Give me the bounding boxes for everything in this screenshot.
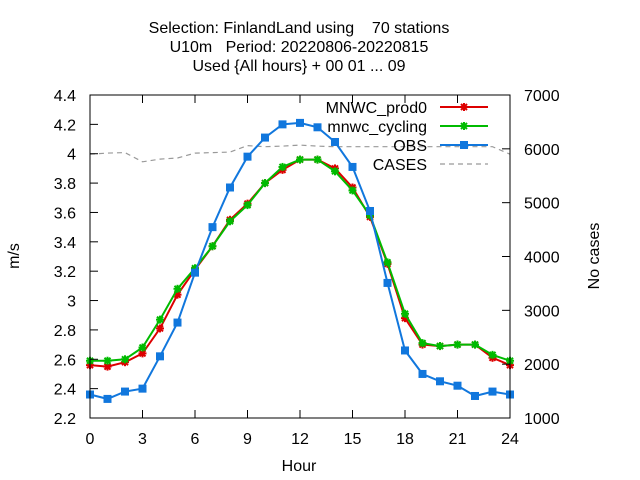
y-tick-label: 3.2 <box>54 264 76 281</box>
data-point-obs <box>453 381 462 390</box>
x-axis-label: Hour <box>282 458 317 475</box>
data-point-obs <box>366 206 374 215</box>
y-tick-label: 4.4 <box>54 88 76 105</box>
series-line-mnwc-cycling <box>90 158 511 362</box>
x-tick-label: 21 <box>449 431 467 448</box>
data-point-obs <box>226 183 234 192</box>
y-tick-label: 4.2 <box>54 117 76 134</box>
plot-area <box>86 118 514 403</box>
data-point-obs <box>156 352 164 361</box>
data-point-obs <box>261 133 269 142</box>
data-point-mnwc-cycling <box>121 355 129 364</box>
y2-tick-label: 4000 <box>524 250 560 267</box>
x-tick-label: 24 <box>501 431 519 448</box>
data-point-mnwc-cycling <box>138 343 147 352</box>
chart-title-line3: Used {All hours} + 00 01 ... 09 <box>192 58 405 75</box>
data-point-obs <box>208 223 217 232</box>
data-point-mnwc-cycling <box>471 340 479 349</box>
data-point-mnwc-cycling <box>261 179 269 188</box>
data-point-obs <box>488 387 497 396</box>
chart-title-line1: Selection: FinlandLand using 70 stations <box>149 20 450 37</box>
data-point-obs <box>331 137 339 146</box>
data-point-obs <box>383 278 392 287</box>
data-point-mnwc-cycling <box>156 315 164 324</box>
data-point-obs <box>418 369 427 378</box>
data-point-obs <box>296 118 304 127</box>
data-point-mnwc-cycling <box>296 155 304 164</box>
legend-label-obs: OBS <box>393 138 427 155</box>
y2-tick-label: 2000 <box>524 357 560 374</box>
y-tick-label: 2.8 <box>54 323 76 340</box>
y2-axis-label: No cases <box>586 223 603 290</box>
data-point-mnwc-cycling <box>173 284 182 293</box>
data-point-mnwc-cycling <box>226 217 234 226</box>
y2-tick-label: 1000 <box>524 411 560 428</box>
data-point-obs <box>121 387 129 396</box>
y2-tick-label: 6000 <box>524 142 560 159</box>
series-line-mnwc-prod0 <box>89 158 511 368</box>
x-tick-label: 6 <box>191 431 200 448</box>
y-tick-label: 2.6 <box>54 352 76 369</box>
x-tick-label: 15 <box>344 431 362 448</box>
data-point-mnwc-cycling <box>383 258 392 267</box>
data-point-obs <box>348 162 357 171</box>
y-tick-label: 3.8 <box>54 176 76 193</box>
data-point-mnwc-cycling <box>348 186 357 195</box>
x-tick-label: 12 <box>291 431 309 448</box>
x-tick-label: 18 <box>396 431 414 448</box>
data-point-mnwc-cycling <box>331 167 339 176</box>
x-tick-label: 0 <box>86 431 95 448</box>
legend-label-mnwc-cycling: mnwc_cycling <box>327 119 427 136</box>
legend-marker-mnwc-cycling <box>460 122 468 130</box>
y-tick-label: 2.4 <box>54 382 76 399</box>
data-point-mnwc-cycling <box>313 155 322 164</box>
data-point-obs <box>401 346 409 355</box>
y-axis-label: m/s <box>6 243 23 269</box>
data-point-mnwc-prod0 <box>156 324 164 333</box>
data-point-obs <box>313 123 322 132</box>
data-point-obs <box>103 394 112 403</box>
data-point-mnwc-cycling <box>418 339 427 348</box>
series-line-obs <box>89 121 511 400</box>
y-tick-label: 4 <box>67 147 76 164</box>
series-line-cases <box>89 144 511 163</box>
x-tick-label: 3 <box>138 431 147 448</box>
y2-tick-label: 7000 <box>524 88 560 105</box>
y-tick-label: 2.2 <box>54 411 76 428</box>
x-tick-label: 9 <box>243 431 252 448</box>
legend-label-mnwc-prod0: MNWC_prod0 <box>326 100 427 117</box>
chart-title-line2: U10m Period: 20220806-20220815 <box>170 39 429 56</box>
data-point-mnwc-cycling <box>243 201 252 210</box>
data-point-mnwc-cycling <box>278 162 287 171</box>
legend-label-cases: CASES <box>373 157 427 174</box>
data-point-obs <box>138 384 147 393</box>
y-tick-label: 3.6 <box>54 205 76 222</box>
data-point-mnwc-cycling <box>436 342 444 351</box>
data-point-obs <box>191 268 199 277</box>
y-tick-label: 3.4 <box>54 235 76 252</box>
legend-marker-obs <box>460 141 468 149</box>
data-point-obs <box>278 120 287 129</box>
data-point-mnwc-cycling <box>453 340 462 349</box>
data-point-obs <box>173 318 182 327</box>
data-point-mnwc-cycling <box>488 350 497 359</box>
legend: MNWC_prod0 mnwc_cycling OBS CASES <box>326 100 488 174</box>
data-point-obs <box>436 377 444 386</box>
y-tick-label: 3 <box>67 294 76 311</box>
data-point-obs <box>471 391 479 400</box>
data-point-obs <box>243 152 252 161</box>
data-point-mnwc-cycling <box>103 356 112 365</box>
y2-tick-label: 5000 <box>524 196 560 213</box>
data-point-mnwc-cycling <box>208 242 217 251</box>
y2-tick-label: 3000 <box>524 303 560 320</box>
data-point-mnwc-cycling <box>401 309 409 318</box>
legend-marker-mnwc-prod0 <box>460 103 468 111</box>
